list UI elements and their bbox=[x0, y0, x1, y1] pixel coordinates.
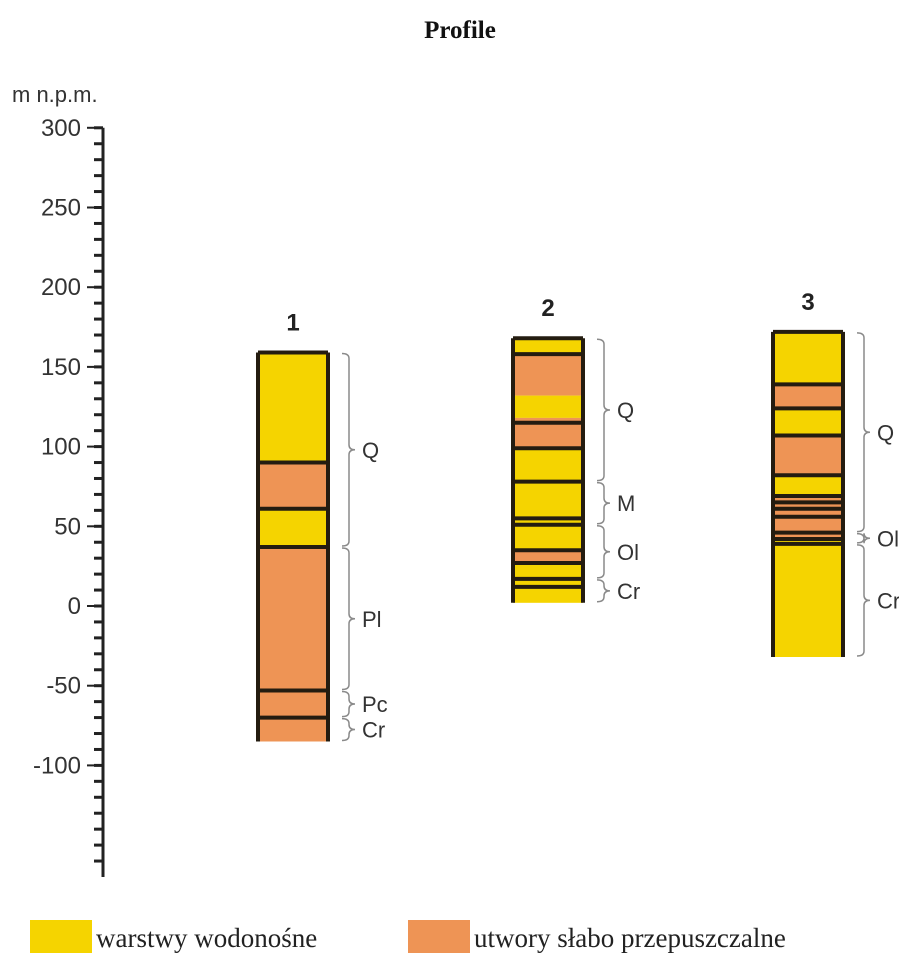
stratigraphic-unit-label: Ol bbox=[877, 526, 899, 551]
unit-brace bbox=[596, 524, 611, 579]
column-number-label: 3 bbox=[801, 289, 814, 316]
elevation-axis: 300 250 200 150 100 50 0 -50 -100 bbox=[33, 115, 105, 877]
axis-tick-label: -100 bbox=[33, 752, 81, 779]
unit-brace bbox=[341, 690, 356, 718]
stratigraphic-unit-label: Pc bbox=[362, 692, 388, 717]
axis-tick-label: 0 bbox=[68, 593, 81, 620]
axis-tick-label: 300 bbox=[41, 115, 81, 142]
aquifer-layer bbox=[513, 562, 583, 603]
unit-brace bbox=[596, 481, 611, 525]
aquifer-layer bbox=[773, 331, 843, 385]
aquitard-layer bbox=[258, 462, 328, 509]
axis-tick-label: 150 bbox=[41, 354, 81, 381]
aquifer-layer bbox=[258, 352, 328, 463]
aquitard-layer bbox=[258, 547, 328, 742]
aquifer-layer bbox=[258, 508, 328, 548]
borehole-column-2: 2 Q M Ol Cr bbox=[511, 295, 640, 604]
aquitard-layer bbox=[773, 435, 843, 476]
stratigraphic-unit-label: Q bbox=[877, 420, 894, 445]
unit-brace bbox=[341, 717, 356, 742]
stratigraphic-unit-label: Pl bbox=[362, 607, 382, 632]
legend-swatch-aquifer bbox=[30, 920, 92, 953]
axis-unit-label: m n.p.m. bbox=[12, 82, 98, 107]
aquifer-layer bbox=[773, 539, 843, 658]
borehole-column-3: 3 Q Ol Cr bbox=[771, 289, 899, 658]
aquifer-layer bbox=[513, 395, 583, 418]
aquifer-layer bbox=[513, 449, 583, 551]
aquitard-layer bbox=[773, 384, 843, 409]
legend: warstwy wodonośne utwory słabo przepuszcz… bbox=[30, 920, 786, 953]
diagram-title: Profile bbox=[424, 17, 496, 44]
legend-label-aquitard: utwory słabo przepuszczalne bbox=[474, 923, 786, 953]
unit-brace bbox=[596, 579, 611, 603]
aquifer-layer bbox=[773, 475, 843, 497]
unit-brace bbox=[856, 532, 871, 544]
aquitard-layer bbox=[513, 354, 583, 396]
column-number-label: 1 bbox=[286, 310, 299, 337]
unit-brace bbox=[856, 332, 871, 533]
column-number-label: 2 bbox=[541, 295, 554, 322]
aquifer-layer bbox=[513, 338, 583, 355]
stratigraphic-unit-label: Ol bbox=[617, 540, 639, 565]
legend-label-aquifer: warstwy wodonośne bbox=[96, 923, 317, 953]
axis-tick-label: -50 bbox=[46, 673, 81, 700]
axis-tick-label: 250 bbox=[41, 195, 81, 222]
unit-brace bbox=[341, 547, 356, 691]
stratigraphic-unit-label: Q bbox=[617, 398, 634, 423]
unit-brace bbox=[856, 544, 871, 657]
aquifer-layer bbox=[773, 408, 843, 436]
stratigraphic-unit-label: Q bbox=[362, 438, 379, 463]
unit-brace bbox=[596, 338, 611, 482]
stratigraphic-unit-label: M bbox=[617, 491, 635, 516]
axis-tick-label: 200 bbox=[41, 274, 81, 301]
stratigraphic-unit-label: Cr bbox=[617, 579, 640, 604]
stratigraphic-unit-label: Cr bbox=[877, 588, 899, 613]
axis-tick-label: 50 bbox=[54, 513, 81, 540]
legend-swatch-aquitard bbox=[408, 920, 470, 953]
aquitard-layer bbox=[513, 550, 583, 563]
stratigraphic-unit-label: Cr bbox=[362, 718, 385, 743]
unit-brace bbox=[341, 352, 356, 547]
axis-tick-label: 100 bbox=[41, 434, 81, 461]
